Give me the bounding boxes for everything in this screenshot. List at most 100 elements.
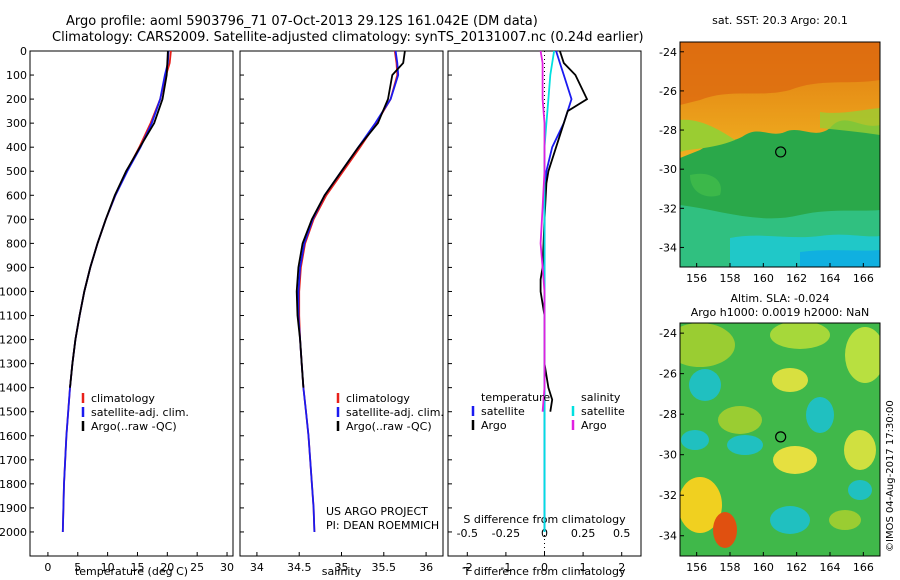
depth-tick-label: 400 [6,141,27,154]
sla-lon-tick-label: 162 [786,561,807,574]
sla-lat-tick-label: -24 [659,327,677,340]
diff-xlabel: T difference from climatology [463,565,626,578]
sal-xtick-label: 34.5 [287,561,312,574]
temp-xtick-label: 5 [74,561,81,574]
diff-series-salinity-satellite [543,50,555,532]
sal-xtick-label: 36 [419,561,433,574]
depth-tick-label: 200 [6,93,27,106]
sst-lat-tick-label: -34 [659,241,677,254]
sal-series-climatology [298,50,399,533]
sst-lon-tick-label: 162 [786,272,807,285]
sal-axes-frame [239,50,444,557]
sst-lat-tick-label: -24 [659,46,677,59]
depth-tick-label: 1400 [0,382,27,395]
figure-title-line1: Argo profile: aoml 5903796_71 07-Oct-201… [66,14,538,29]
figure-title-line2: Climatology: CARS2009. Satellite-adjuste… [52,30,644,45]
sal-series-satellite-adj-clim- [297,50,400,533]
sal-series-argo-raw-qc- [295,50,406,388]
depth-tick-label: 500 [6,165,27,178]
depth-tick-label: 0 [20,45,27,58]
temp-legend-label: climatology [91,392,155,405]
sal-xtick-label: 35 [335,561,349,574]
diff-xtick-label: -2 [462,561,473,574]
diff-sal-legend-label: satellite [581,405,625,418]
diff-x2tick-label: 0.25 [571,527,596,540]
sla-map-title-line2: Argo h1000: 0.0019 h2000: NaN [691,306,870,319]
depth-tick-label: 1000 [0,285,27,298]
diff-sal-legend-label: Argo [581,419,607,432]
depth-tick-label: 1100 [0,310,27,323]
sst-lon-tick-label: 166 [853,272,874,285]
sal-xtick-label: 34 [250,561,264,574]
sst-map [680,42,880,267]
sst-map-title: sat. SST: 20.3 Argo: 20.1 [712,14,848,27]
temp-xtick-label: 30 [220,561,234,574]
depth-tick-label: 1700 [0,454,27,467]
temp-xtick-label: 25 [190,561,204,574]
diff-xtick-label: 2 [618,561,625,574]
diff-x2tick-label: 0 [541,527,548,540]
depth-tick-label: 1300 [0,358,27,371]
sal-legend-label: satellite-adj. clim. [346,406,444,419]
sla-lon-tick-label: 158 [720,561,741,574]
sst-map-frame [679,41,881,268]
depth-tick-label: 1200 [0,334,27,347]
sla-map-frame [679,322,881,557]
sst-argo-marker [775,146,787,158]
diff-series-temperature-satellite [543,50,573,532]
sla-map [680,323,880,556]
sst-lat-tick-label: -28 [659,124,677,137]
sal-legend-label: Argo(..raw -QC) [346,420,432,433]
depth-tick-label: 700 [6,213,27,226]
depth-tick-label: 300 [6,117,27,130]
sla-lat-tick-label: -34 [659,530,677,543]
depth-tick-label: 1800 [0,478,27,491]
sst-lon-tick-label: 164 [820,272,841,285]
sst-lon-tick-label: 160 [753,272,774,285]
diff-xtick-label: -1 [500,561,511,574]
sla-lat-tick-label: -26 [659,368,677,381]
depth-tick-label: 600 [6,189,27,202]
diff-series-salinity-argo [539,50,546,412]
credit-line2: PI: DEAN ROEMMICH [326,519,439,532]
depth-tick-label: 900 [6,261,27,274]
diff-temp-legend-label: Argo [481,419,507,432]
diff-temp-legend-label: satellite [481,405,525,418]
footer-stamp: ©IMOS 04-Aug-2017 17:30:00 [885,400,896,552]
temp-xtick-label: 10 [101,561,115,574]
depth-tick-label: 800 [6,237,27,250]
temp-axes-frame [29,50,234,557]
temp-legend-label: Argo(..raw -QC) [91,420,177,433]
temp-xtick-label: 20 [160,561,174,574]
sal-legend-label: climatology [346,392,410,405]
diff-legend-temp-header: temperature [481,391,550,404]
temp-series-satellite-adj-clim- [61,50,170,533]
depth-tick-label: 1500 [0,406,27,419]
sla-argo-marker [775,431,787,443]
sst-lat-tick-label: -26 [659,85,677,98]
sla-lat-tick-label: -28 [659,408,677,421]
sla-map-title-line1: Altim. SLA: -0.024 [730,292,829,305]
depth-tick-label: 1600 [0,430,27,443]
sla-lon-tick-label: 164 [820,561,841,574]
sst-lon-tick-label: 158 [720,272,741,285]
temp-xtick-label: 15 [130,561,144,574]
sal-xtick-label: 35.5 [372,561,397,574]
temp-series-argo-raw-qc- [69,50,169,388]
sal-xlabel: salinity [322,565,362,578]
sla-lat-tick-label: -30 [659,449,677,462]
diff-xtick-label: 1 [580,561,587,574]
temp-legend-label: satellite-adj. clim. [91,406,189,419]
sst-lat-tick-label: -30 [659,163,677,176]
diff-legend-sal-header: salinity [581,391,621,404]
temp-xlabel: temperature (deg C) [75,565,188,578]
sst-lat-tick-label: -32 [659,202,677,215]
sla-lat-tick-label: -32 [659,489,677,502]
depth-tick-label: 1900 [0,502,27,515]
depth-tick-label: 2000 [0,526,27,539]
diff-x2tick-label: 0.5 [613,527,631,540]
sla-lon-tick-label: 166 [853,561,874,574]
credit-line1: US ARGO PROJECT [326,505,428,518]
sla-lon-tick-label: 160 [753,561,774,574]
